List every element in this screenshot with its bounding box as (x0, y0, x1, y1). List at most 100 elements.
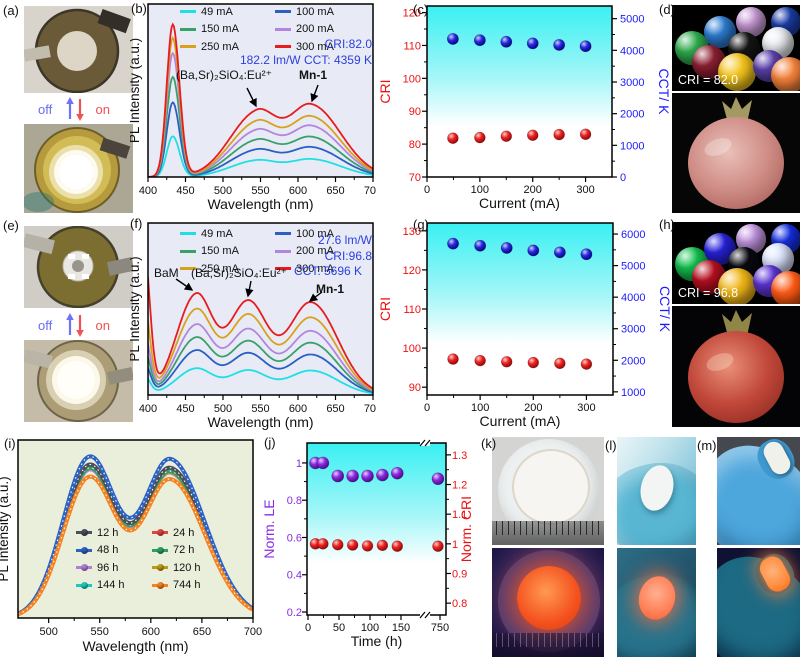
ruler-ticks (496, 521, 600, 535)
basr-peak-label-f: (Ba,Sr)₂SiO₄:Eu²⁺ (191, 266, 287, 280)
legend-swatch-icon (180, 232, 196, 236)
circle-shape (57, 31, 97, 71)
text-shape: PL Intensity (a.u.) (0, 476, 11, 581)
text-shape: 6000 (621, 229, 645, 241)
legend-label: 250 mA (201, 262, 239, 275)
off-label: off (38, 318, 53, 333)
text-shape: 0.9 (452, 568, 467, 580)
photo-led-device-on-e (24, 340, 133, 422)
efficiency-cct-annotation: 182.2 lm/W CCT: 4359 K (239, 53, 372, 67)
legend-label: 250 mA (201, 40, 239, 53)
pomegranate-art (672, 93, 800, 213)
legend-label: 49 mA (201, 227, 233, 240)
circle-shape (553, 246, 566, 259)
circle-shape (553, 128, 565, 141)
path-shape (148, 22, 373, 177)
legend-swatch-icon (180, 10, 196, 14)
text-shape: 1 (296, 458, 302, 470)
legend-marker-dot-icon (81, 564, 88, 572)
text-shape: 750 (431, 622, 449, 634)
rect-shape (420, 440, 430, 446)
legend-item: 49 mA (180, 3, 275, 21)
aging-spectrum-chart-i: 500 550 600 650 700 Wavelength (nm) PL Intensi… (0, 439, 262, 654)
text-shape: 100 (471, 184, 489, 196)
legend-swatch-icon (180, 249, 196, 253)
annotation-block-f: 27.6 lm/W CRI:96.8 (318, 232, 372, 264)
balls-photo-h: CRI = 96.8 (672, 222, 800, 304)
text-shape: 90 (409, 106, 421, 118)
text-shape: 700 (244, 626, 262, 638)
circle-shape (361, 469, 374, 483)
rect-shape (426, 5, 613, 178)
text-shape: 700 (364, 185, 376, 197)
circle-shape (553, 39, 566, 51)
line-shape (424, 439, 431, 447)
text-shape: CRI (377, 79, 393, 103)
legend-item: 300 mA (275, 38, 370, 56)
panel-label-b: (b) (131, 1, 147, 16)
path-shape (148, 367, 373, 395)
text-shape: 550 (251, 403, 269, 415)
panel-label-l: (l) (605, 438, 617, 453)
circle-shape (580, 358, 593, 370)
legend-swatch-icon (152, 564, 168, 572)
circle-shape (527, 244, 540, 257)
text-shape: 80 (409, 139, 421, 151)
circle-shape (317, 538, 329, 550)
color-ball (718, 53, 757, 91)
path-shape (76, 114, 84, 121)
text-shape: 0.8 (287, 495, 302, 507)
text-shape: 120 (403, 265, 421, 277)
text-shape: 550 (91, 626, 109, 638)
text-shape: 600 (289, 185, 307, 197)
text-shape: 300 (577, 402, 595, 414)
text-shape: 300 (576, 184, 594, 196)
efficiency-annotation: 27.6 lm/W (317, 233, 372, 247)
text-shape: Current (mA) (479, 195, 560, 211)
text-shape: 4000 (620, 45, 644, 57)
photo-led-device-on-a (24, 124, 133, 213)
legend-swatch-icon (76, 546, 92, 554)
text-shape: 90 (409, 382, 421, 394)
rect-shape (24, 349, 53, 369)
text-shape: 3000 (621, 324, 645, 336)
legend-item: 144 h (76, 577, 152, 595)
legend-swatch-icon (180, 27, 196, 31)
legend-swatch-icon (275, 267, 291, 271)
rect-shape (82, 274, 89, 279)
text-shape: 50 (333, 622, 345, 634)
legend-label: 120 h (173, 561, 201, 574)
text-shape: 100 (471, 402, 489, 414)
led-on-art (24, 124, 133, 213)
balls-photo-d: CRI = 82.0 (672, 5, 800, 91)
circle-shape (474, 131, 486, 144)
text-shape: 2000 (620, 109, 644, 121)
circle-shape (473, 34, 486, 47)
text-shape: 0.8 (452, 598, 467, 610)
rect-shape (106, 367, 133, 385)
text-shape: 100 (403, 73, 421, 85)
ellipse-shape (704, 138, 732, 156)
legend-item: 49 mA (180, 225, 275, 243)
text-shape: 0 (620, 172, 626, 184)
legend-item: 744 h (152, 577, 228, 595)
on-label: on (95, 318, 110, 333)
circle-shape (447, 237, 459, 250)
circle-shape (501, 356, 513, 368)
led-off-art (24, 6, 133, 93)
spectrum-chart-f: 400 450 500 550 600 650 700 Wavelength (nm) PL I… (130, 222, 376, 430)
cri-annotation: CRI:82.0 (324, 37, 372, 51)
mn1-peak-label-f: Mn-1 (316, 282, 344, 296)
text-shape: 1.1 (452, 509, 467, 521)
legend-item: 120 h (152, 559, 228, 577)
panel-label-j: (j) (264, 435, 276, 450)
legend-swatch-icon (152, 529, 168, 537)
text-shape: PL Intensity (a.u.) (130, 38, 142, 143)
circle-shape (500, 242, 513, 254)
text-shape: Norm. CRI (458, 496, 474, 562)
text-shape: PL Intensity (a.u.) (130, 256, 142, 361)
rect-shape (99, 137, 131, 159)
circle-shape (527, 129, 539, 141)
text-shape: 650 (326, 185, 344, 197)
legend-label: 150 mA (201, 245, 239, 258)
